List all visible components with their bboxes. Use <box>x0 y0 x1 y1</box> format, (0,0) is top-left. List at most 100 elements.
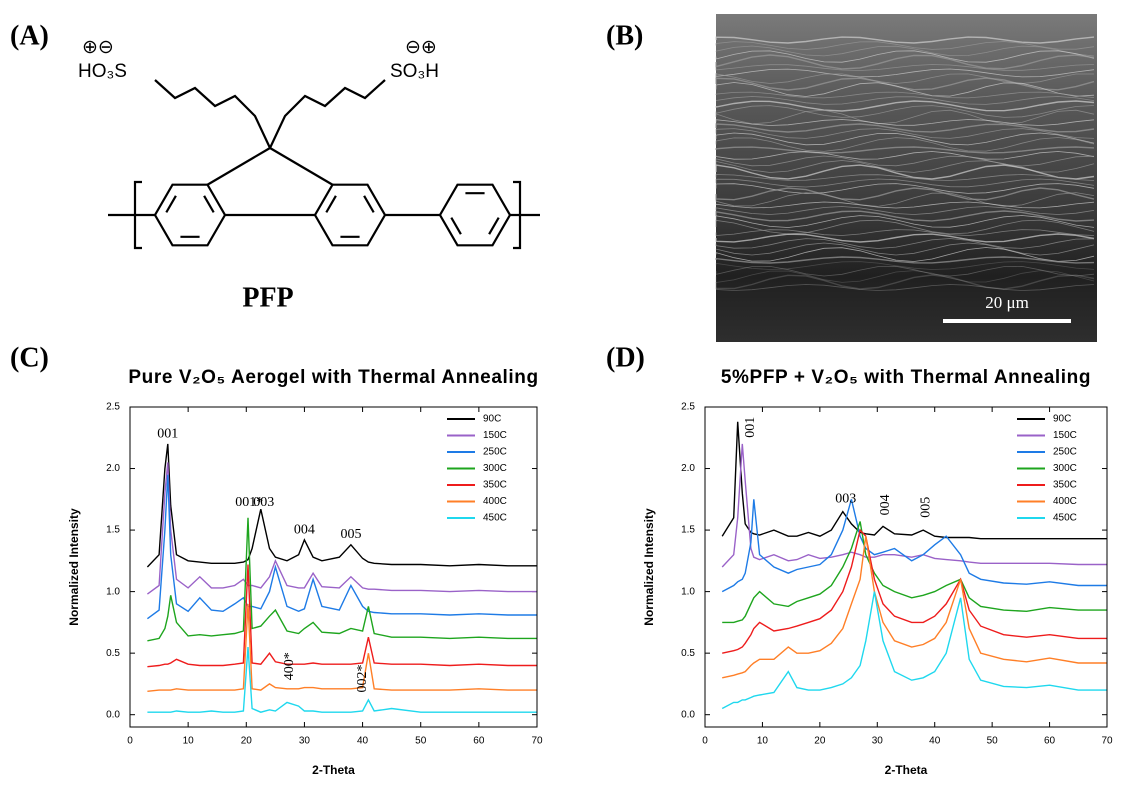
sem-layer <box>715 68 1095 78</box>
y-tick-label: 0.0 <box>106 709 120 720</box>
annotation: 001* <box>235 495 263 510</box>
double-bond <box>325 195 337 213</box>
sem-layer <box>715 36 1095 44</box>
sem-layer <box>715 137 1095 152</box>
series-line <box>147 603 537 692</box>
sem-layer <box>715 41 1095 50</box>
series-line <box>721 443 1107 568</box>
legend-label: 400C <box>1053 496 1077 507</box>
x-tick-label: 20 <box>814 736 826 747</box>
y-tick-label: 1.0 <box>106 586 120 597</box>
panel-label: (B) <box>606 20 643 51</box>
double-bond <box>203 195 215 213</box>
sem-layer <box>715 100 1095 112</box>
x-axis-label: 2-Theta <box>885 763 928 777</box>
series-line <box>146 443 537 568</box>
double-bond <box>450 217 462 235</box>
sem-layer <box>715 50 1095 63</box>
annotation: 004 <box>294 522 315 537</box>
series-line <box>147 517 537 642</box>
bond <box>269 79 386 149</box>
panel-label: (D) <box>606 342 645 373</box>
ring <box>153 183 227 247</box>
sem-layer <box>715 206 1095 215</box>
sulfonate-group: SO₃H <box>390 61 439 82</box>
sem-layer <box>715 96 1095 105</box>
series-line <box>146 462 537 595</box>
annotation: 400* <box>282 652 297 680</box>
sem-layer <box>715 155 1095 167</box>
series-line <box>146 474 537 620</box>
x-tick-label: 40 <box>357 736 369 747</box>
x-tick-label: 10 <box>757 736 769 747</box>
y-tick-label: 2.5 <box>106 402 120 413</box>
double-bond <box>165 195 177 213</box>
x-axis-label: 2-Theta <box>312 763 355 777</box>
chart: 5%PFP + V₂O₅ with Thermal Annealing Norma… <box>642 367 1113 777</box>
series-line <box>721 591 1107 710</box>
sem-layer <box>715 128 1095 139</box>
annotation: 002* <box>355 665 370 693</box>
sem-layer <box>715 132 1095 146</box>
sem-layer <box>715 105 1095 118</box>
sem-layer <box>715 174 1095 181</box>
x-tick-label: 0 <box>127 736 133 747</box>
bond <box>269 147 334 186</box>
ring <box>313 183 387 247</box>
sem-layer <box>715 229 1095 236</box>
bond <box>154 79 271 149</box>
legend-label: 90C <box>483 414 501 425</box>
legend-label: 350C <box>483 480 507 491</box>
plot-frame <box>129 406 538 728</box>
charge: ⊖⊕ <box>405 37 437 58</box>
series-line <box>147 564 537 668</box>
bond <box>206 147 271 186</box>
annotation: 003 <box>253 495 274 510</box>
y-tick-label: 0.5 <box>681 648 695 659</box>
annotation: 001 <box>743 417 758 438</box>
chemical-structure <box>108 79 540 250</box>
series-line <box>722 528 1107 654</box>
chart: Pure V₂O₅ Aerogel with Thermal Annealing… <box>67 367 543 777</box>
annotation: 001 <box>157 426 178 441</box>
y-tick-label: 2.0 <box>681 463 695 474</box>
double-bond <box>363 195 375 213</box>
x-tick-label: 60 <box>1044 736 1056 747</box>
series-line <box>721 499 1107 593</box>
series-line <box>722 521 1107 624</box>
panel-label: (C) <box>10 342 49 373</box>
panel-label: (A) <box>10 20 49 51</box>
chart-title: Pure V₂O₅ Aerogel with Thermal Annealing <box>128 367 538 388</box>
ring <box>438 183 512 247</box>
sem-layer <box>715 82 1095 97</box>
sem-layer <box>715 45 1095 57</box>
annotation: 004 <box>878 494 893 515</box>
x-tick-label: 40 <box>929 736 941 747</box>
scale-label: 20 μm <box>985 293 1029 312</box>
sem-layer <box>715 284 1095 291</box>
x-tick-label: 50 <box>415 736 427 747</box>
y-axis-label: Normalized Intensity <box>642 508 656 626</box>
charge: ⊕⊖ <box>82 37 114 58</box>
x-tick-label: 30 <box>872 736 884 747</box>
sem-layer <box>715 64 1095 71</box>
y-tick-label: 1.5 <box>681 525 695 536</box>
legend-label: 450C <box>1053 513 1077 524</box>
sem-layer <box>715 215 1095 228</box>
legend-label: 250C <box>1053 447 1077 458</box>
sulfonate-group: HO₃S <box>78 61 127 82</box>
sem-layer <box>715 151 1095 160</box>
sem-layer <box>715 109 1095 125</box>
y-tick-label: 0.0 <box>681 709 695 720</box>
legend-label: 90C <box>1053 414 1071 425</box>
legend-label: 350C <box>1053 480 1077 491</box>
sem-layer <box>715 201 1095 209</box>
sem-layer <box>715 146 1095 154</box>
x-tick-label: 20 <box>241 736 253 747</box>
sem-layer <box>715 178 1095 188</box>
annotation: 005 <box>918 497 933 518</box>
sem-layer <box>715 265 1095 277</box>
sem-layer <box>715 238 1095 249</box>
y-tick-label: 0.5 <box>106 648 120 659</box>
y-tick-label: 1.5 <box>106 525 120 536</box>
